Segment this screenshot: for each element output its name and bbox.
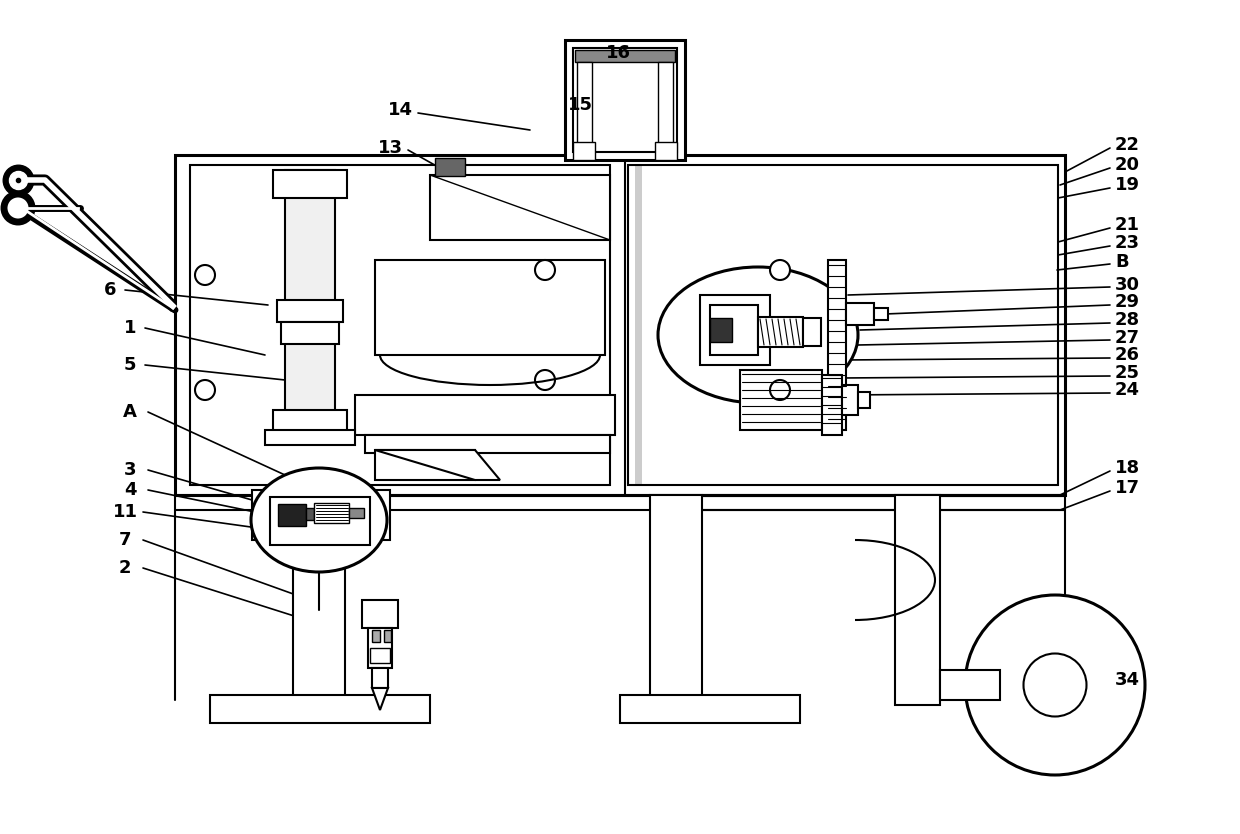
- Bar: [252, 490, 294, 540]
- Circle shape: [770, 260, 790, 280]
- Bar: [175, 155, 1065, 495]
- Circle shape: [195, 380, 215, 400]
- Bar: [384, 630, 391, 642]
- Bar: [362, 600, 398, 628]
- Bar: [828, 260, 846, 430]
- Circle shape: [534, 370, 556, 390]
- Ellipse shape: [658, 267, 858, 403]
- Text: 34: 34: [1115, 671, 1140, 689]
- Bar: [711, 305, 758, 355]
- Bar: [858, 392, 870, 408]
- Text: B: B: [1115, 253, 1128, 271]
- Bar: [277, 300, 343, 322]
- Text: 3: 3: [124, 461, 136, 479]
- Bar: [273, 410, 347, 440]
- Text: 2: 2: [119, 559, 131, 577]
- Bar: [265, 430, 355, 445]
- Bar: [758, 317, 804, 347]
- Bar: [711, 318, 732, 342]
- Ellipse shape: [250, 468, 387, 572]
- Text: 29: 29: [1115, 293, 1140, 311]
- Text: 28: 28: [1115, 311, 1140, 329]
- Bar: [374, 260, 605, 355]
- Text: 19: 19: [1115, 176, 1140, 194]
- Circle shape: [534, 260, 556, 280]
- Bar: [368, 628, 392, 668]
- Bar: [650, 495, 702, 700]
- Bar: [822, 375, 842, 435]
- Text: 30: 30: [1115, 276, 1140, 294]
- Text: 25: 25: [1115, 364, 1140, 382]
- Bar: [374, 450, 475, 480]
- Text: 18: 18: [1115, 459, 1140, 477]
- Bar: [355, 395, 615, 435]
- Bar: [314, 503, 348, 523]
- Polygon shape: [372, 688, 388, 710]
- Bar: [577, 62, 591, 150]
- Text: 20: 20: [1115, 156, 1140, 174]
- Bar: [293, 495, 345, 700]
- Text: 16: 16: [605, 44, 630, 62]
- Circle shape: [770, 380, 790, 400]
- Bar: [430, 175, 610, 240]
- Text: 13: 13: [377, 139, 403, 157]
- Bar: [273, 170, 347, 198]
- Text: 23: 23: [1115, 234, 1140, 252]
- Bar: [655, 142, 677, 160]
- Bar: [635, 165, 642, 485]
- Bar: [804, 318, 821, 346]
- Text: 17: 17: [1115, 479, 1140, 497]
- Text: 27: 27: [1115, 329, 1140, 347]
- Text: 21: 21: [1115, 216, 1140, 234]
- Bar: [701, 295, 770, 365]
- Bar: [306, 508, 314, 520]
- Bar: [895, 495, 940, 705]
- Text: 6: 6: [104, 281, 117, 299]
- Bar: [190, 165, 610, 485]
- Bar: [573, 142, 595, 160]
- Bar: [565, 40, 684, 160]
- Bar: [573, 48, 677, 152]
- Bar: [210, 695, 430, 723]
- Polygon shape: [374, 450, 500, 480]
- Text: 7: 7: [119, 531, 131, 549]
- Text: 24: 24: [1115, 381, 1140, 399]
- Bar: [627, 165, 1058, 485]
- Bar: [370, 648, 391, 663]
- Bar: [846, 303, 874, 325]
- Bar: [348, 490, 391, 540]
- Text: 14: 14: [387, 101, 413, 119]
- Bar: [365, 435, 610, 453]
- Bar: [940, 670, 999, 700]
- Circle shape: [1023, 654, 1086, 716]
- Bar: [874, 308, 888, 320]
- Bar: [435, 158, 465, 176]
- Circle shape: [4, 194, 32, 222]
- Text: A: A: [123, 403, 136, 421]
- Bar: [270, 497, 370, 545]
- Bar: [372, 668, 388, 688]
- Bar: [740, 370, 822, 430]
- Circle shape: [965, 595, 1145, 775]
- Circle shape: [195, 265, 215, 285]
- Bar: [372, 630, 379, 642]
- Bar: [658, 62, 673, 150]
- Bar: [281, 322, 339, 344]
- Text: 5: 5: [124, 356, 136, 374]
- Bar: [348, 508, 365, 518]
- Text: 22: 22: [1115, 136, 1140, 154]
- Bar: [278, 504, 306, 526]
- Text: 1: 1: [124, 319, 136, 337]
- Text: 4: 4: [124, 481, 136, 499]
- Bar: [842, 385, 858, 415]
- Bar: [285, 170, 335, 440]
- Text: 26: 26: [1115, 346, 1140, 364]
- Text: 11: 11: [113, 503, 138, 521]
- Bar: [620, 695, 800, 723]
- Text: 15: 15: [568, 96, 593, 114]
- Bar: [575, 50, 675, 62]
